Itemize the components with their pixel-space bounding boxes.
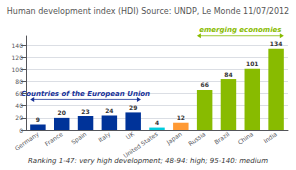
svg-text:Italy: Italy [97,130,113,144]
svg-text:40: 40 [15,102,23,109]
svg-text:United States: United States [122,130,159,159]
svg-text:140: 140 [12,42,24,49]
svg-text:India: India [262,130,278,144]
svg-text:Brazil: Brazil [213,130,231,146]
svg-text:120: 120 [12,54,24,61]
svg-text:Ranking 1-47: very high develo: Ranking 1-47: very high development; 48-… [28,157,268,165]
svg-text:Russia: Russia [187,130,207,147]
svg-text:Human development index (HDI): Human development index (HDI) Source: UN… [7,7,289,16]
svg-text:4: 4 [155,119,159,126]
svg-text:84: 84 [224,71,232,78]
svg-text:20: 20 [58,109,66,116]
svg-text:100: 100 [12,66,24,73]
svg-text:China: China [236,130,254,146]
svg-text:66: 66 [200,81,208,88]
svg-text:France: France [43,130,64,147]
svg-text:emerging economies: emerging economies [199,26,281,34]
svg-text:80: 80 [15,78,23,85]
svg-text:60: 60 [15,90,23,97]
svg-text:20: 20 [15,114,23,121]
svg-text:9: 9 [36,116,40,123]
svg-text:Countries of the European Unio: Countries of the European Union [21,90,150,98]
svg-text:24: 24 [105,107,113,114]
svg-text:Japan: Japan [164,130,183,147]
svg-text:12: 12 [177,114,185,121]
svg-text:0: 0 [19,127,23,134]
svg-text:134: 134 [270,40,283,47]
svg-text:Spain: Spain [70,130,88,146]
svg-text:23: 23 [81,108,89,115]
svg-text:101: 101 [246,60,259,67]
svg-text:Germany: Germany [13,130,41,153]
svg-text:29: 29 [129,104,137,111]
svg-text:UK: UK [124,130,136,141]
